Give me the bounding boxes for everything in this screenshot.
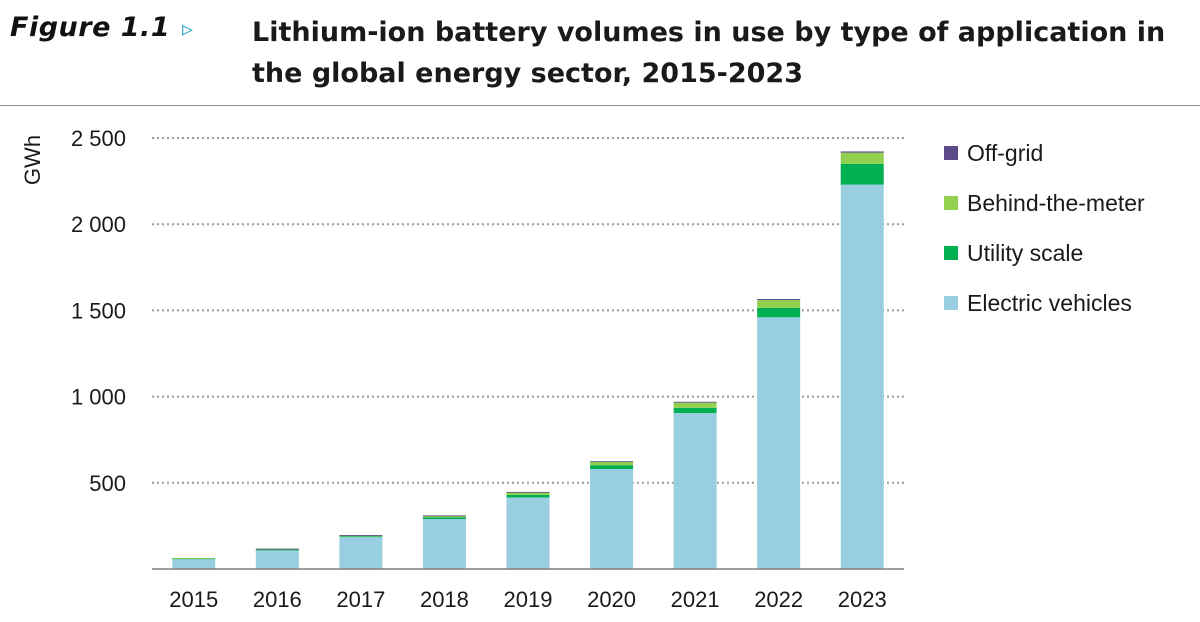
bar-off-grid-2019 xyxy=(506,491,550,493)
x-tick-label: 2016 xyxy=(253,587,302,612)
y-tick-label: 1 500 xyxy=(71,298,126,323)
bar-utility-scale-2016 xyxy=(255,549,299,551)
bar-electric-vehicles-2023 xyxy=(840,184,884,569)
legend-item: Behind-the-meter xyxy=(944,178,1194,228)
legend-label: Electric vehicles xyxy=(967,289,1132,316)
bar-behind-the-meter-2020 xyxy=(590,461,634,466)
bar-electric-vehicles-2021 xyxy=(673,412,717,569)
bar-off-grid-2018 xyxy=(422,515,466,517)
legend-swatch xyxy=(944,196,958,210)
y-tick-label: 1 000 xyxy=(71,385,126,410)
x-tick-label: 2021 xyxy=(671,587,720,612)
figure-title: Lithium-ion battery volumes in use by ty… xyxy=(252,17,1166,89)
bar-electric-vehicles-2019 xyxy=(506,497,550,569)
x-tick-label: 2017 xyxy=(336,587,385,612)
bar-off-grid-2021 xyxy=(673,401,717,403)
bar-behind-the-meter-2021 xyxy=(673,402,717,408)
bar-electric-vehicles-2022 xyxy=(757,317,801,569)
x-tick-label: 2020 xyxy=(587,587,636,612)
bar-behind-the-meter-2015 xyxy=(172,557,216,559)
y-tick-label: 2 500 xyxy=(71,126,126,151)
y-axis-label: GWh xyxy=(20,135,45,185)
bar-behind-the-meter-2019 xyxy=(506,492,550,495)
bar-electric-vehicles-2015 xyxy=(172,558,216,569)
bar-off-grid-2016 xyxy=(255,548,299,550)
legend-item: Utility scale xyxy=(944,228,1194,278)
bar-off-grid-2020 xyxy=(590,461,634,463)
bar-behind-the-meter-2023 xyxy=(840,152,884,164)
bar-utility-scale-2019 xyxy=(506,494,550,498)
legend: Off-grid Behind-the-meter Utility scale Ele… xyxy=(944,128,1194,328)
x-tick-label: 2023 xyxy=(838,587,887,612)
y-tick-label: 500 xyxy=(89,471,126,496)
axes: 500 1 000 1 500 2 000 2 500 2015 2016 2017 2018 2… xyxy=(71,126,904,612)
bar-utility-scale-2017 xyxy=(339,536,383,538)
legend-item: Electric vehicles xyxy=(944,278,1194,328)
bar-electric-vehicles-2020 xyxy=(590,469,634,569)
x-tick-label: 2022 xyxy=(754,587,803,612)
bar-electric-vehicles-2017 xyxy=(339,537,383,569)
bar-off-grid-2023 xyxy=(840,151,884,153)
figure-label: Figure 1.1 xyxy=(10,12,171,43)
bar-electric-vehicles-2018 xyxy=(422,519,466,569)
bar-electric-vehicles-2016 xyxy=(255,550,299,569)
bar-utility-scale-2023 xyxy=(840,163,884,185)
bar-utility-scale-2020 xyxy=(590,465,634,470)
bar-off-grid-2022 xyxy=(757,299,801,301)
x-tick-label: 2018 xyxy=(420,587,469,612)
figure-arrow-icon: ▹ xyxy=(182,16,194,41)
legend-label: Behind-the-meter xyxy=(967,189,1145,216)
bar-utility-scale-2022 xyxy=(757,307,801,318)
legend-item: Off-grid xyxy=(944,128,1194,178)
header-divider xyxy=(0,105,1200,106)
x-tick-label: 2015 xyxy=(169,587,218,612)
legend-label: Utility scale xyxy=(967,239,1084,266)
bar-behind-the-meter-2018 xyxy=(422,515,466,518)
bars xyxy=(172,151,884,569)
bar-behind-the-meter-2022 xyxy=(757,300,801,308)
legend-swatch xyxy=(944,146,958,160)
legend-swatch xyxy=(944,246,958,260)
legend-swatch xyxy=(944,296,958,310)
bar-utility-scale-2021 xyxy=(673,407,717,413)
x-tick-label: 2019 xyxy=(504,587,553,612)
y-tick-label: 2 000 xyxy=(71,212,126,237)
figure-header: Figure 1.1 ▹ Lithium-ion battery volumes… xyxy=(0,0,1200,104)
bar-off-grid-2017 xyxy=(339,535,383,536)
bar-utility-scale-2018 xyxy=(422,517,466,520)
legend-label: Off-grid xyxy=(967,139,1044,166)
